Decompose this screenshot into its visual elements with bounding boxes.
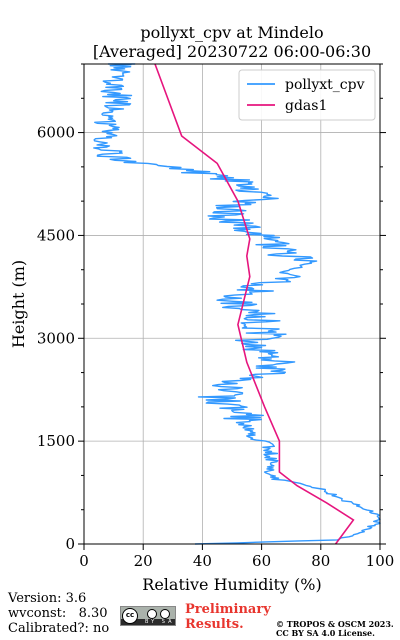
preliminary-line-1: Preliminary <box>185 602 271 617</box>
calibrated-text: Calibrated?: no <box>8 621 110 636</box>
cc-license-badge: cc BY SA <box>120 606 176 626</box>
x-tick-label: 40 <box>193 552 212 570</box>
series-layer <box>93 63 381 545</box>
x-tick-label: 0 <box>79 552 89 570</box>
x-tick-label: 100 <box>366 552 395 570</box>
minor-ticks <box>81 63 383 511</box>
legend-box <box>238 69 376 121</box>
copyright-line-1: © TROPOS & OSCM 2023. <box>276 619 394 629</box>
chart-title: pollyxt_cpv at Mindelo <box>140 23 323 42</box>
y-tick-label: 6000 <box>37 124 75 142</box>
x-axis-ticks: 0 20 40 60 80 100 <box>79 544 394 570</box>
preliminary-line-2: Results. <box>185 617 244 632</box>
cc-by-sa-text: BY SA <box>145 619 175 625</box>
y-tick-label: 0 <box>65 535 75 553</box>
rh-profile-chart: pollyxt_cpv at Mindelo [Averaged] 202307… <box>9 23 394 594</box>
preliminary-notice: Preliminary Results. <box>185 602 271 632</box>
x-tick-label: 80 <box>311 552 330 570</box>
wvconst-text: wvconst: 8.30 <box>8 606 108 621</box>
y-axis-label: Height (m) <box>9 260 28 348</box>
legend: pollyxt_cpv gdas1 <box>238 69 376 121</box>
version-info: Version: 3.6 wvconst: 8.30 Calibrated?: … <box>8 591 109 636</box>
sa-icon <box>160 609 170 619</box>
chart-subtitle: [Averaged] 20230722 06:00-06:30 <box>93 42 371 61</box>
y-axis-ticks: 0 1500 3000 4500 6000 <box>37 124 386 553</box>
plot-frame <box>83 63 381 545</box>
x-tick-label: 60 <box>252 552 271 570</box>
version-text: Version: 3.6 <box>8 591 87 606</box>
legend-label-gdas1: gdas1 <box>285 98 327 114</box>
legend-label-pollyxt: pollyxt_cpv <box>285 77 365 93</box>
y-tick-label: 1500 <box>37 432 75 450</box>
x-tick-label: 20 <box>134 552 153 570</box>
x-axis-label: Relative Humidity (%) <box>142 575 321 594</box>
copyright-line-2: CC BY SA 4.0 License. <box>276 628 375 638</box>
series-line-gdas1 <box>154 63 355 545</box>
by-icon <box>147 609 157 619</box>
y-tick-label: 3000 <box>37 329 75 347</box>
y-tick-label: 4500 <box>37 226 75 244</box>
series-line-pollyxt <box>93 63 381 545</box>
cc-icon: cc <box>122 608 138 624</box>
copyright-notice: © TROPOS & OSCM 2023. CC BY SA 4.0 Licen… <box>276 620 394 638</box>
